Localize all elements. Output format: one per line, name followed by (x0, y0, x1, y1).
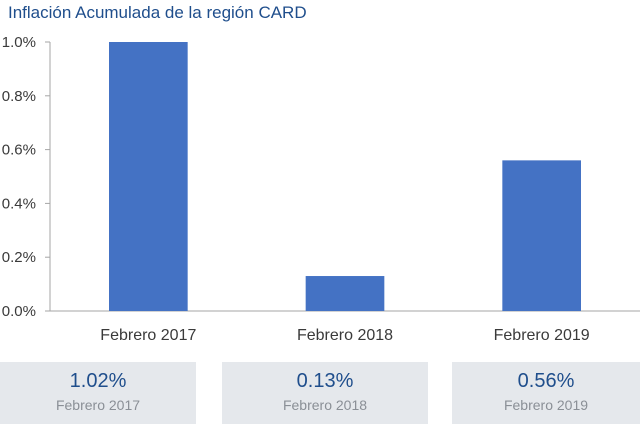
y-tick-label: 0.0% (2, 303, 36, 320)
bar-chart: 0.0%0.2%0.4%0.6%0.8%1.0% Febrero 2017 Feb… (2, 34, 640, 344)
bar (502, 160, 581, 311)
bar (109, 42, 188, 311)
y-tick-label: 0.2% (2, 249, 36, 266)
summary-card-value: 0.56% (517, 370, 575, 392)
x-axis: Febrero 2017 Febrero 2018 Febrero 2019 (100, 327, 589, 344)
x-tick-label: Febrero 2017 (100, 327, 196, 344)
summary-card-value: 1.02% (69, 370, 127, 392)
summary-card-2019: 0.56% Febrero 2019 (452, 362, 640, 424)
bars (109, 42, 581, 311)
summary-card-2017: 1.02% Febrero 2017 (0, 362, 196, 424)
summary-card-label: Febrero 2018 (282, 397, 368, 413)
y-tick-label: 0.8% (2, 88, 36, 105)
y-tick-label: 0.6% (2, 142, 36, 159)
y-tick-label: 1.0% (2, 34, 36, 51)
summary-card-2018: 0.13% Febrero 2018 (222, 362, 428, 424)
summary-card-value: 0.13% (296, 370, 354, 392)
x-tick-label: Febrero 2019 (494, 327, 590, 344)
chart-title: Inflación Acumulada de la región CARD (8, 3, 307, 22)
bar (305, 276, 385, 311)
y-axis: 0.0% 0.2% 0.4% 0.6% 0.8% 1.0% (2, 34, 50, 320)
x-tick-label: Febrero 2018 (297, 327, 393, 344)
y-tick-label: 0.4% (2, 195, 36, 212)
summary-card-label: Febrero 2019 (503, 397, 589, 413)
summary-card-label: Febrero 2017 (55, 397, 141, 413)
